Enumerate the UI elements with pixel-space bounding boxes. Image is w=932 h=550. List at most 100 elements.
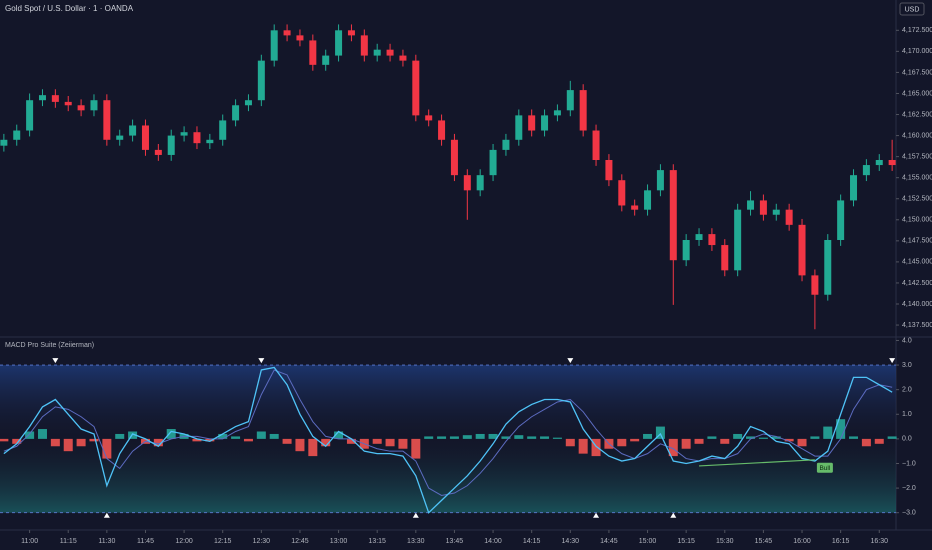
histogram-bar [398,438,408,449]
x-tick-label: 16:15 [832,538,850,545]
histogram-bar [746,436,756,439]
candle-body [566,90,574,111]
candle-body [64,101,72,106]
candle-body [38,95,46,101]
x-tick-label: 14:45 [600,538,618,545]
buy-marker [412,512,419,518]
buy-marker [103,512,110,518]
candle-body [631,205,639,210]
y-tick-label: 4,155.000 [902,175,932,182]
candle-body [0,139,8,146]
x-tick-label: 16:00 [793,538,811,545]
candle-body [360,35,368,56]
histogram-bar [269,433,279,439]
histogram-bar [797,438,807,447]
x-tick-label: 15:15 [677,538,695,545]
candle-body [579,90,587,131]
histogram-bar [565,438,575,447]
currency-label[interactable]: USD [905,6,920,13]
candle-body [644,190,652,210]
y-tick-label: 4,157.500 [902,153,932,160]
candle-body [553,110,561,116]
macd-line [3,366,893,514]
histogram-bar [887,436,897,439]
histogram-bar [733,433,743,439]
histogram-bar [63,438,73,452]
candle-body [541,115,549,131]
x-tick-label: 12:45 [291,538,309,545]
sell-marker [258,358,265,364]
y-tick-label: 4,160.000 [902,132,932,139]
y-tick-label: 4,170.000 [902,48,932,55]
y-tick-label: 4,167.500 [902,69,932,76]
x-tick-label: 13:00 [330,538,348,545]
histogram-bar [76,438,86,447]
histogram-bar [334,431,344,439]
x-tick-label: 15:00 [639,538,657,545]
candle-body [103,100,111,140]
candle-body [695,234,703,240]
divergence-line [699,459,815,467]
histogram-bar [849,436,859,439]
divergence-label: Bull [819,465,830,472]
histogram-bar [475,433,485,439]
histogram-bar [707,436,717,439]
candle-body [167,135,175,155]
y-tick-label: 4,165.000 [902,90,932,97]
candle-body [489,149,497,176]
histogram-bar [655,426,665,439]
candle-body [26,100,34,131]
histogram-bar [617,438,627,447]
buy-marker [670,512,677,518]
candle-body [798,224,806,276]
x-tick-label: 15:45 [755,538,773,545]
candle-body [875,160,883,166]
histogram-bar [861,438,871,447]
histogram-bar [321,438,331,447]
overbought-zone [0,365,896,439]
histogram-bar [540,436,550,439]
y-tick-label: 0.0 [902,436,912,443]
candle-body [515,115,523,140]
candle-body [656,170,664,191]
x-tick-label: 14:00 [484,538,502,545]
histogram-bar [115,433,125,439]
candle-body [463,175,471,191]
candle-body [51,95,59,102]
candle-body [399,55,407,61]
histogram-bar [784,438,794,442]
x-tick-label: 11:45 [137,538,154,545]
x-tick-label: 13:30 [407,538,425,545]
histogram-bar [50,438,60,447]
histogram-bar [243,438,253,442]
histogram-bar [836,419,846,439]
y-tick-label: 4,150.000 [902,217,932,224]
candle-body [592,130,600,160]
y-tick-label: 1.0 [902,411,912,418]
indicator-title: MACD Pro Suite (Zeiierman) [5,342,94,349]
candle-body [708,234,716,246]
candle-body [90,100,98,111]
y-tick-label: 4,172.500 [902,27,932,34]
x-tick-label: 12:30 [253,538,271,545]
candle-body [528,115,536,131]
currency-badge[interactable] [899,2,925,16]
histogram-bar [102,438,112,459]
histogram-bar [552,437,562,439]
histogram-bar [488,433,498,439]
histogram-bar [256,431,266,439]
candle-body [386,49,394,56]
sell-marker [567,358,574,364]
histogram-bar [823,426,833,439]
histogram-bar [810,436,820,439]
y-tick-label: 4,137.500 [902,322,932,329]
y-tick-label: 4,147.500 [902,238,932,245]
histogram-bar [668,438,678,457]
candle-body [669,170,677,261]
histogram-bar [192,438,202,442]
histogram-bar [372,438,382,444]
candle-body [837,200,845,240]
candle-body [206,139,214,144]
candle-body [283,30,291,36]
